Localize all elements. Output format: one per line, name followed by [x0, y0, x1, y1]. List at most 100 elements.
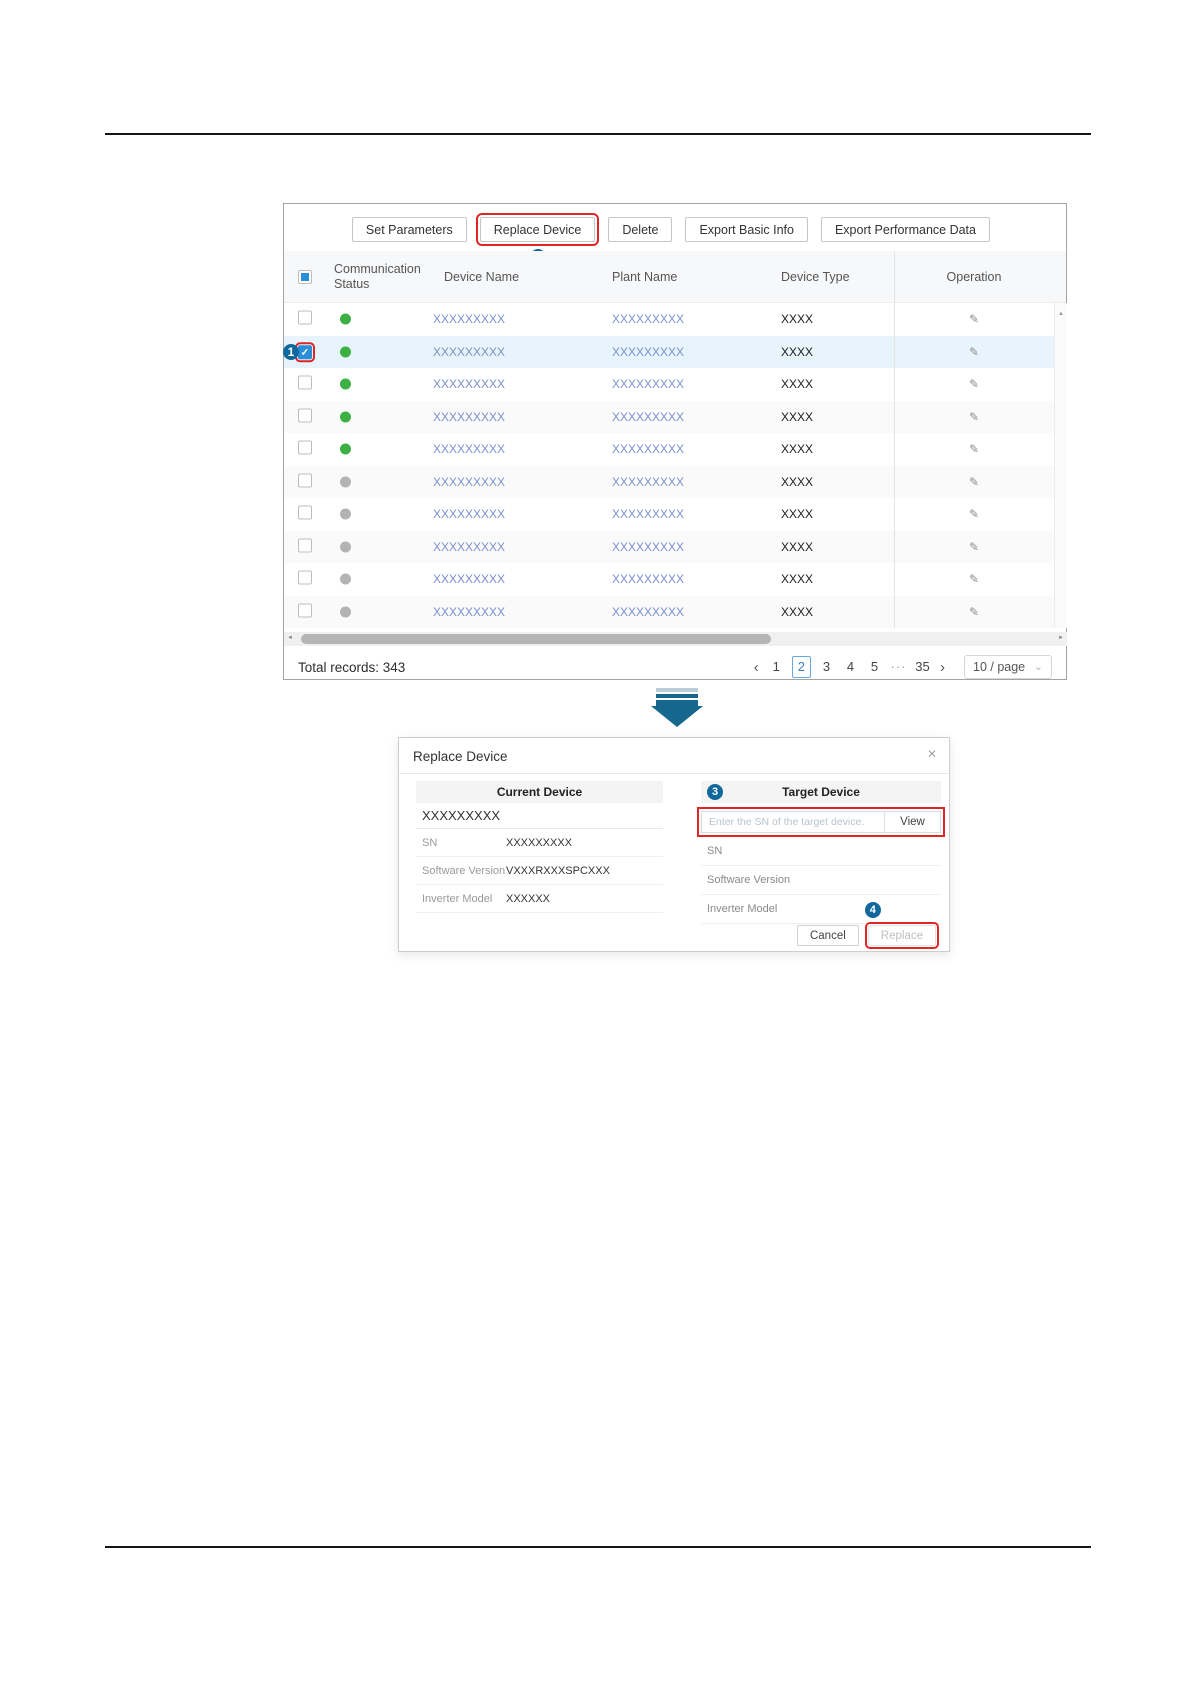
- page-5[interactable]: 5: [870, 659, 879, 674]
- step-1-badge: 1: [283, 343, 299, 360]
- communication-status-dot: [340, 508, 351, 520]
- export-performance-data-button[interactable]: Export Performance Data: [820, 217, 990, 242]
- communication-status-dot: [340, 573, 351, 585]
- plant-name-link[interactable]: XXXXXXXXX: [612, 312, 685, 327]
- close-icon[interactable]: ✕: [926, 747, 937, 761]
- device-name-link[interactable]: XXXXXXXXX: [433, 409, 506, 424]
- row-checkbox[interactable]: [298, 408, 312, 423]
- device-name-link[interactable]: XXXXXXXXX: [433, 572, 506, 587]
- plant-name-link[interactable]: XXXXXXXXX: [612, 572, 685, 587]
- pagination-ellipsis[interactable]: ···: [890, 659, 907, 674]
- horizontal-scrollbar-thumb[interactable]: [301, 634, 771, 644]
- plant-name-link[interactable]: XXXXXXXXX: [612, 604, 685, 619]
- target-device-panel: 3 Target Device View SN Software Version…: [697, 781, 945, 924]
- row-checkbox[interactable]: [298, 570, 312, 585]
- view-button[interactable]: View: [884, 812, 940, 832]
- edit-icon[interactable]: ✎: [968, 572, 980, 587]
- row-checkbox[interactable]: [298, 375, 312, 390]
- page-2[interactable]: 2: [791, 656, 811, 678]
- table-row: XXXXXXXXX XXXXXXXXX XXXX ✎: [284, 400, 1054, 433]
- device-name-link[interactable]: XXXXXXXXX: [433, 312, 506, 327]
- edit-icon[interactable]: ✎: [968, 344, 980, 359]
- device-name-link[interactable]: XXXXXXXXX: [433, 344, 506, 359]
- page-header-rule: [105, 133, 1091, 135]
- plant-name-link[interactable]: XXXXXXXXX: [612, 409, 685, 424]
- page-size-value: 10 / page: [973, 660, 1026, 674]
- plant-name-link[interactable]: XXXXXXXXX: [612, 539, 685, 554]
- target-sn-input[interactable]: [702, 816, 884, 828]
- edit-icon[interactable]: ✎: [968, 409, 980, 424]
- scroll-left-icon[interactable]: ◄: [287, 635, 293, 641]
- horizontal-scrollbar[interactable]: ◄ ►: [284, 632, 1067, 646]
- replace-device-dialog: Replace Device ✕ Current Device XXXXXXXX…: [398, 737, 950, 952]
- plant-name-link[interactable]: XXXXXXXXX: [612, 474, 685, 489]
- total-records-label: Total records: 343: [298, 659, 406, 675]
- current-device-panel: Current Device XXXXXXXXX SN XXXXXXXXX So…: [416, 781, 663, 913]
- edit-icon[interactable]: ✎: [968, 442, 980, 457]
- scroll-up-icon[interactable]: ▲: [1058, 311, 1064, 317]
- cancel-button[interactable]: Cancel: [796, 925, 859, 946]
- edit-icon[interactable]: ✎: [968, 474, 980, 489]
- page-4[interactable]: 4: [846, 659, 855, 674]
- row-checkbox[interactable]: [298, 603, 312, 618]
- plant-name-link[interactable]: XXXXXXXXX: [612, 377, 685, 392]
- row-checkbox[interactable]: [298, 440, 312, 455]
- target-sn-row: SN: [701, 837, 941, 866]
- device-name-link[interactable]: XXXXXXXXX: [433, 507, 506, 522]
- export-basic-info-button[interactable]: Export Basic Info: [685, 217, 808, 242]
- current-sn-value: XXXXXXXXX: [506, 836, 573, 849]
- row-checkbox[interactable]: [295, 342, 315, 363]
- row-checkbox[interactable]: [298, 473, 312, 488]
- device-type-cell: XXXX: [781, 474, 814, 489]
- device-type-cell: XXXX: [781, 442, 814, 457]
- column-device-type: Device Type: [781, 270, 850, 284]
- page-3[interactable]: 3: [822, 659, 831, 674]
- current-software-version-value: VXXXRXXXSPCXXX: [506, 864, 610, 877]
- device-name-link[interactable]: XXXXXXXXX: [433, 474, 506, 489]
- table-row: XXXXXXXXX XXXXXXXXX XXXX ✎: [284, 530, 1054, 563]
- edit-icon[interactable]: ✎: [968, 604, 980, 619]
- current-inverter-model-value: XXXXXX: [506, 892, 551, 905]
- current-software-version-label: Software Version: [422, 864, 506, 877]
- current-device-name: XXXXXXXXX: [416, 803, 663, 829]
- plant-name-link[interactable]: XXXXXXXXX: [612, 442, 685, 457]
- column-plant-name: Plant Name: [612, 270, 678, 284]
- vertical-scrollbar[interactable]: ▲: [1054, 303, 1067, 628]
- communication-status-dot: [340, 476, 351, 488]
- page-35[interactable]: 35: [915, 659, 930, 674]
- device-name-link[interactable]: XXXXXXXXX: [433, 539, 506, 554]
- table-footer: Total records: 343 ‹ 1 2 3 4 5 ··· 35 › 10 / p…: [284, 652, 1066, 682]
- select-all-checkbox[interactable]: [298, 270, 312, 284]
- table-row: XXXXXXXXX XXXXXXXXX XXXX ✎: [284, 595, 1054, 628]
- delete-button[interactable]: Delete: [608, 217, 673, 242]
- pagination-next-icon[interactable]: ›: [940, 658, 945, 676]
- device-type-cell: XXXX: [781, 572, 814, 587]
- edit-icon[interactable]: ✎: [968, 312, 980, 327]
- table-toolbar: Set Parameters Replace Device 2 Delete E…: [284, 213, 990, 265]
- page-size-select[interactable]: 10 / page ⌄: [964, 655, 1052, 679]
- pagination-prev-icon[interactable]: ‹: [753, 658, 759, 676]
- edit-icon[interactable]: ✎: [968, 539, 980, 554]
- edit-icon[interactable]: ✎: [968, 377, 980, 392]
- edit-icon[interactable]: ✎: [968, 507, 980, 522]
- device-type-cell: XXXX: [781, 539, 814, 554]
- scroll-right-icon[interactable]: ►: [1058, 635, 1064, 641]
- communication-status-dot: [340, 313, 351, 325]
- row-checkbox[interactable]: [298, 538, 312, 553]
- device-name-link[interactable]: XXXXXXXXX: [433, 442, 506, 457]
- device-name-link[interactable]: XXXXXXXXX: [433, 377, 506, 392]
- device-name-link[interactable]: XXXXXXXXX: [433, 604, 506, 619]
- step-4-badge: 4: [864, 902, 881, 918]
- row-checkbox[interactable]: [298, 505, 312, 520]
- replace-confirm-button[interactable]: Replace: [864, 922, 940, 949]
- plant-name-link[interactable]: XXXXXXXXX: [612, 507, 685, 522]
- plant-name-link[interactable]: XXXXXXXXX: [612, 344, 685, 359]
- table-row: XXXXXXXXX XXXXXXXXX XXXX ✎: [284, 498, 1054, 531]
- communication-status-dot: [340, 443, 351, 455]
- row-checkbox[interactable]: [298, 310, 312, 325]
- page-1[interactable]: 1: [772, 659, 780, 674]
- set-parameters-button[interactable]: Set Parameters: [351, 217, 467, 242]
- table-row: XXXXXXXXX XXXXXXXXX XXXX ✎: [284, 433, 1054, 466]
- replace-device-button[interactable]: Replace Device: [475, 213, 600, 246]
- current-sn-row: SN XXXXXXXXX: [416, 829, 663, 857]
